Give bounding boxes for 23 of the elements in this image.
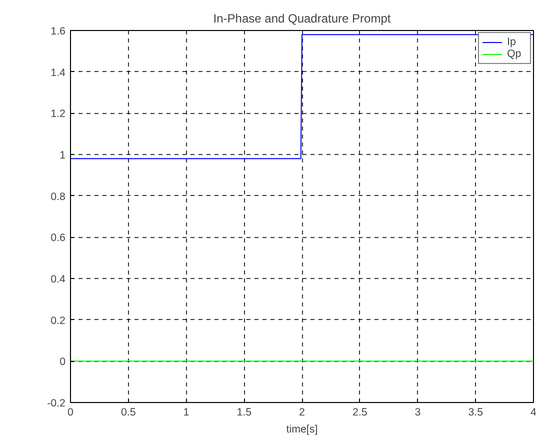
y-tick-label: 1 [60,150,66,162]
y-tick-label: 1.4 [50,66,66,79]
y-tick-label: 0.6 [50,232,66,244]
x-tick-label: 4 [530,406,537,418]
x-tick-label: 2.5 [352,406,368,418]
y-tick-label: 0.8 [50,190,66,203]
chart-title: In-Phase and Quadrature Prompt [213,12,392,26]
x-tick-label: 3 [414,406,421,418]
x-tick-label: 0.5 [120,406,136,418]
x-tick-label: 2 [299,406,306,418]
x-tick-label: 1.5 [236,406,252,418]
y-tick-label: 0 [60,356,66,368]
x-axis-title: time[s] [286,424,318,436]
legend-label: Ip [507,36,517,48]
x-tick-label: 1 [183,406,190,418]
y-tick-label: 0.2 [50,314,66,327]
x-tick-label: 0 [68,406,74,418]
legend-label: Qp [507,48,522,60]
y-tick-label: 1.2 [50,108,66,120]
x-tick-label: 3.5 [468,406,484,418]
y-tick-label: 1.6 [50,26,66,38]
y-tick-label: -0.2 [47,398,66,410]
y-tick-label: 0.4 [50,274,66,286]
